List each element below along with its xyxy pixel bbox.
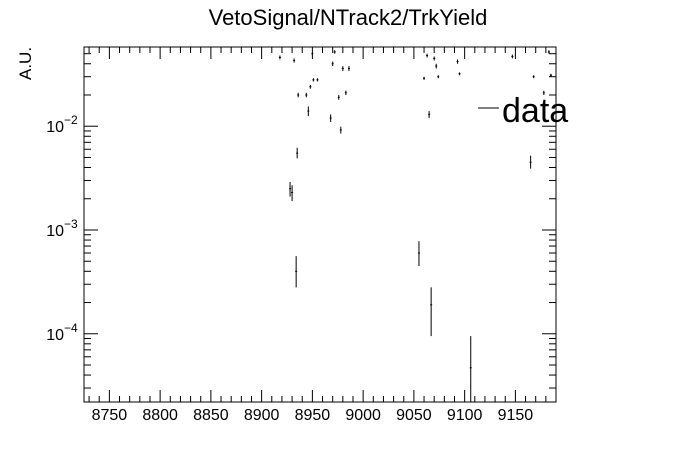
data-point — [547, 50, 550, 54]
data-point — [309, 84, 312, 89]
x-tick-label: 8950 — [295, 407, 331, 424]
data-point — [435, 63, 438, 69]
data-point — [331, 61, 334, 67]
data-point — [297, 92, 300, 98]
data-point — [417, 241, 420, 266]
data-point — [316, 78, 319, 82]
x-tick-label: 9150 — [498, 407, 534, 424]
data-point — [307, 106, 310, 117]
data-point — [458, 72, 461, 76]
data-point — [529, 155, 532, 169]
data-point — [305, 92, 308, 98]
data-point — [428, 111, 431, 119]
data-point — [433, 56, 436, 61]
data-point — [549, 73, 552, 77]
data-point — [289, 182, 292, 197]
x-tick-label: 8850 — [193, 407, 229, 424]
x-tick-label: 9000 — [345, 407, 381, 424]
y-tick-label-exponent: −3 — [64, 217, 78, 231]
data-point — [329, 114, 332, 122]
data-point — [312, 78, 315, 82]
y-tick-label-base: 10 — [46, 223, 64, 240]
y-tick-label-base: 10 — [46, 327, 64, 344]
data-point — [423, 76, 426, 80]
data-point — [430, 287, 433, 337]
x-tick-label: 9050 — [396, 407, 432, 424]
x-tick-label: 9100 — [447, 407, 483, 424]
data-point — [293, 58, 296, 63]
data-point — [337, 94, 340, 100]
data-point — [347, 66, 350, 72]
data-point — [542, 90, 545, 95]
data-point — [291, 185, 294, 202]
y-tick-label: 10 — [46, 327, 64, 344]
y-tick-label-exponent: −4 — [64, 321, 78, 335]
x-tick-label: 8800 — [142, 407, 178, 424]
x-tick-label: 8750 — [92, 407, 128, 424]
data-point — [511, 54, 514, 59]
plot-frame — [83, 46, 557, 403]
data-point — [532, 75, 535, 79]
data-point — [437, 75, 440, 79]
x-tick-label: 8900 — [244, 407, 280, 424]
data-point — [469, 336, 472, 402]
data-point — [341, 66, 344, 72]
y-axis-label: A.U. — [16, 47, 35, 80]
data-point — [296, 147, 299, 159]
data-point — [426, 53, 429, 58]
data-point — [295, 256, 298, 288]
data-point — [333, 50, 336, 54]
y-tick-label-exponent: −2 — [64, 113, 78, 127]
y-tick-label: 10 — [46, 119, 64, 136]
data-points-layer — [278, 50, 552, 402]
data-point — [339, 126, 342, 134]
data-point — [456, 59, 459, 64]
data-point — [278, 55, 281, 60]
data-point — [344, 90, 347, 95]
y-tick-label: 10 — [46, 223, 64, 240]
legend-label: data — [502, 92, 568, 130]
chart-title: VetoSignal/NTrack2/TrkYield — [209, 5, 488, 30]
data-point — [311, 51, 314, 56]
legend: data — [478, 92, 568, 130]
y-tick-label-base: 10 — [46, 119, 64, 136]
